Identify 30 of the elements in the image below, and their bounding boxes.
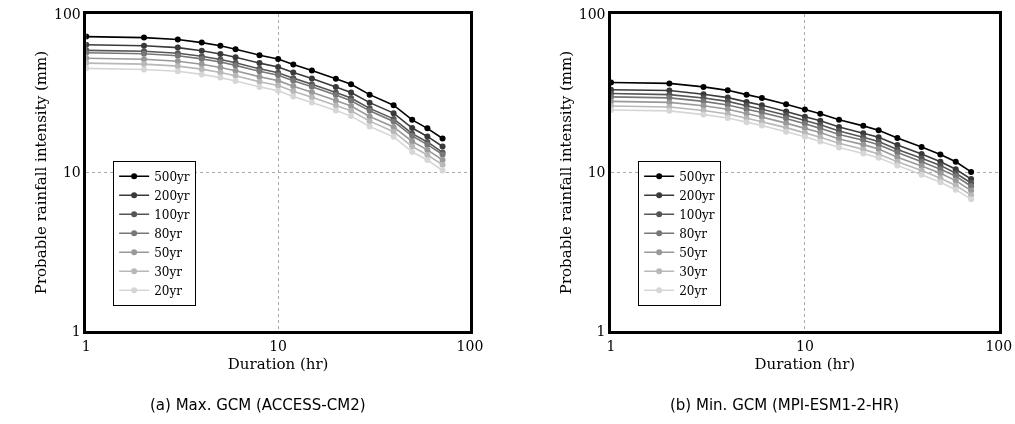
legend-label: 500yr bbox=[154, 169, 190, 184]
legend-label: 100yr bbox=[154, 207, 190, 222]
x-tick-label: 100 bbox=[456, 337, 484, 354]
legend-label: 50yr bbox=[679, 245, 708, 260]
y-tick-label: 100 bbox=[53, 5, 81, 22]
y-axis-title: Probable rainfall intensity (mm) bbox=[32, 50, 51, 295]
legend-label: 20yr bbox=[154, 283, 183, 298]
legend-label: 200yr bbox=[154, 188, 190, 203]
x-tick-label: 100 bbox=[985, 337, 1013, 354]
legend-label: 30yr bbox=[154, 264, 183, 279]
legend-label: 200yr bbox=[679, 188, 715, 203]
text: (b) Min. GCM (MPI-ESM1-2-HR) bbox=[670, 396, 900, 414]
x-axis-title: Duration (hr) bbox=[227, 354, 329, 373]
y-tick-label: 10 bbox=[62, 164, 81, 181]
legend-label: 80yr bbox=[679, 226, 708, 241]
y-axis-title: Probable rainfall intensity (mm) bbox=[557, 50, 575, 295]
legend-label: 100yr bbox=[679, 207, 715, 222]
legend-label: 20yr bbox=[679, 283, 708, 298]
y-tick-label: 10 bbox=[587, 164, 606, 181]
x-axis-title: Duration (hr) bbox=[754, 354, 856, 373]
x-tick-label: 10 bbox=[269, 337, 288, 354]
legend-label: 500yr bbox=[679, 169, 715, 184]
legend-label: 30yr bbox=[679, 264, 708, 279]
legend-label: 80yr bbox=[154, 226, 183, 241]
x-tick-label: 10 bbox=[795, 337, 814, 354]
text: (a) Max. GCM (ACCESS-CM2) bbox=[150, 396, 366, 414]
y-tick-label: 1 bbox=[71, 323, 81, 340]
y-tick-label: 100 bbox=[578, 5, 606, 22]
legend-label: 50yr bbox=[154, 245, 183, 260]
y-tick-label: 1 bbox=[596, 323, 606, 340]
